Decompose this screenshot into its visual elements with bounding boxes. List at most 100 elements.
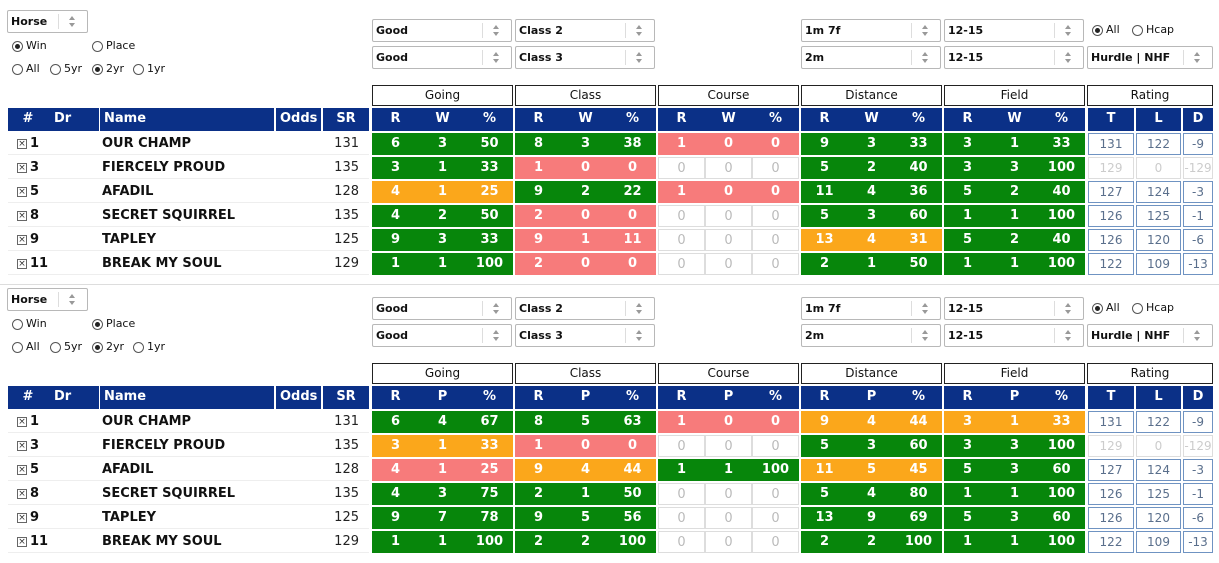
radio[interactable] bbox=[50, 342, 61, 353]
stat-cell: 69 bbox=[895, 507, 942, 529]
field-select[interactable]: 12-15 bbox=[944, 297, 1084, 320]
class-select[interactable]: Class 3 bbox=[515, 324, 655, 347]
radio[interactable] bbox=[92, 64, 103, 75]
remove-checkbox[interactable] bbox=[17, 187, 27, 197]
class-select[interactable]: Class 2 bbox=[515, 19, 655, 42]
field-select[interactable]: 12-15 bbox=[944, 19, 1084, 42]
remove-checkbox[interactable] bbox=[17, 513, 27, 523]
select-divider bbox=[482, 301, 483, 316]
radio[interactable] bbox=[92, 342, 103, 353]
class-select[interactable]: Class 2 bbox=[515, 297, 655, 320]
going-select[interactable]: Good bbox=[372, 19, 512, 42]
stat-cell: 2 bbox=[801, 531, 848, 553]
stat-cell: 8 bbox=[515, 411, 562, 433]
row-left bbox=[8, 411, 369, 433]
distance-select[interactable]: 2m bbox=[801, 46, 941, 69]
select-divider bbox=[482, 50, 483, 65]
stat-cell: 60 bbox=[895, 435, 942, 457]
row-left bbox=[8, 253, 369, 275]
radio[interactable] bbox=[133, 64, 144, 75]
stat-cell: 0 bbox=[752, 181, 799, 203]
stat-cell: 36 bbox=[895, 181, 942, 203]
radio[interactable] bbox=[50, 64, 61, 75]
remove-checkbox[interactable] bbox=[17, 259, 27, 269]
column-header: R bbox=[801, 386, 848, 409]
radio-label: All bbox=[26, 62, 40, 75]
distance-select[interactable]: 1m 7f bbox=[801, 19, 941, 42]
field-select[interactable]: 12-15 bbox=[944, 324, 1084, 347]
radio-label: Hcap bbox=[1146, 23, 1175, 36]
radio[interactable] bbox=[1092, 303, 1103, 314]
going-select[interactable]: Good bbox=[372, 46, 512, 69]
select-divider bbox=[625, 328, 626, 343]
remove-checkbox[interactable] bbox=[17, 139, 27, 149]
runner-name: FIERCELY PROUD bbox=[102, 438, 226, 453]
rating-cell: -129 bbox=[1183, 435, 1213, 457]
class-select[interactable]: Class 3 bbox=[515, 46, 655, 69]
stat-cell: 7 bbox=[419, 507, 466, 529]
stat-cell: 4 bbox=[848, 229, 895, 251]
stat-cell: 1 bbox=[658, 411, 705, 433]
stat-cell: 2 bbox=[515, 253, 562, 275]
radio[interactable] bbox=[12, 64, 23, 75]
stat-cell: 1 bbox=[944, 253, 991, 275]
radio[interactable] bbox=[12, 342, 23, 353]
stat-cell: 3 bbox=[372, 435, 419, 457]
group-header: Course bbox=[658, 363, 799, 384]
column-header: W bbox=[848, 108, 895, 131]
radio[interactable] bbox=[12, 319, 23, 330]
group-header: Distance bbox=[801, 85, 942, 106]
remove-checkbox[interactable] bbox=[17, 417, 27, 427]
going-select[interactable]: Good bbox=[372, 297, 512, 320]
remove-checkbox[interactable] bbox=[17, 465, 27, 475]
stat-cell: 5 bbox=[944, 181, 991, 203]
remove-checkbox[interactable] bbox=[17, 441, 27, 451]
stat-cell: 100 bbox=[1038, 483, 1085, 505]
column-header: T bbox=[1088, 386, 1134, 409]
radio-label: Win bbox=[26, 317, 47, 330]
stat-cell: 9 bbox=[515, 229, 562, 251]
stat-cell: 0 bbox=[752, 435, 799, 457]
stat-cell: 5 bbox=[562, 411, 609, 433]
remove-checkbox[interactable] bbox=[17, 211, 27, 221]
remove-checkbox[interactable] bbox=[17, 235, 27, 245]
stat-cell: 0 bbox=[562, 157, 609, 179]
row-left bbox=[8, 181, 369, 203]
column-header: R bbox=[515, 386, 562, 409]
stat-cell: 0 bbox=[609, 253, 656, 275]
radio[interactable] bbox=[1092, 25, 1103, 36]
sort-select[interactable]: Horse bbox=[7, 10, 88, 33]
stat-cell: 5 bbox=[848, 459, 895, 481]
radio[interactable] bbox=[92, 319, 103, 330]
going-select[interactable]: Good bbox=[372, 324, 512, 347]
stat-cell: 3 bbox=[991, 507, 1038, 529]
stat-cell: 0 bbox=[752, 411, 799, 433]
stat-cell: 2 bbox=[848, 531, 895, 553]
stat-cell: 0 bbox=[562, 205, 609, 227]
radio[interactable] bbox=[1132, 25, 1143, 36]
radio[interactable] bbox=[12, 41, 23, 52]
radio[interactable] bbox=[133, 342, 144, 353]
stat-cell: 63 bbox=[609, 411, 656, 433]
stat-cell: 56 bbox=[609, 507, 656, 529]
field-select[interactable]: 12-15 bbox=[944, 46, 1084, 69]
distance-select[interactable]: 2m bbox=[801, 324, 941, 347]
remove-checkbox[interactable] bbox=[17, 537, 27, 547]
sort-select[interactable]: Horse bbox=[7, 288, 88, 311]
rating-cell: 125 bbox=[1136, 483, 1181, 505]
radio[interactable] bbox=[1132, 303, 1143, 314]
race-type-select[interactable]: Hurdle | NHF bbox=[1087, 324, 1213, 347]
remove-checkbox[interactable] bbox=[17, 163, 27, 173]
runner-number: 8 bbox=[30, 486, 40, 501]
stat-cell: 2 bbox=[515, 205, 562, 227]
stat-cell: 0 bbox=[609, 435, 656, 457]
radio[interactable] bbox=[92, 41, 103, 52]
remove-checkbox[interactable] bbox=[17, 489, 27, 499]
column-header: % bbox=[752, 386, 799, 409]
stat-cell: 5 bbox=[801, 157, 848, 179]
column-header: % bbox=[609, 108, 656, 131]
stat-cell: 3 bbox=[944, 411, 991, 433]
race-type-select[interactable]: Hurdle | NHF bbox=[1087, 46, 1213, 69]
distance-select[interactable]: 1m 7f bbox=[801, 297, 941, 320]
rating-cell: 126 bbox=[1088, 507, 1134, 529]
